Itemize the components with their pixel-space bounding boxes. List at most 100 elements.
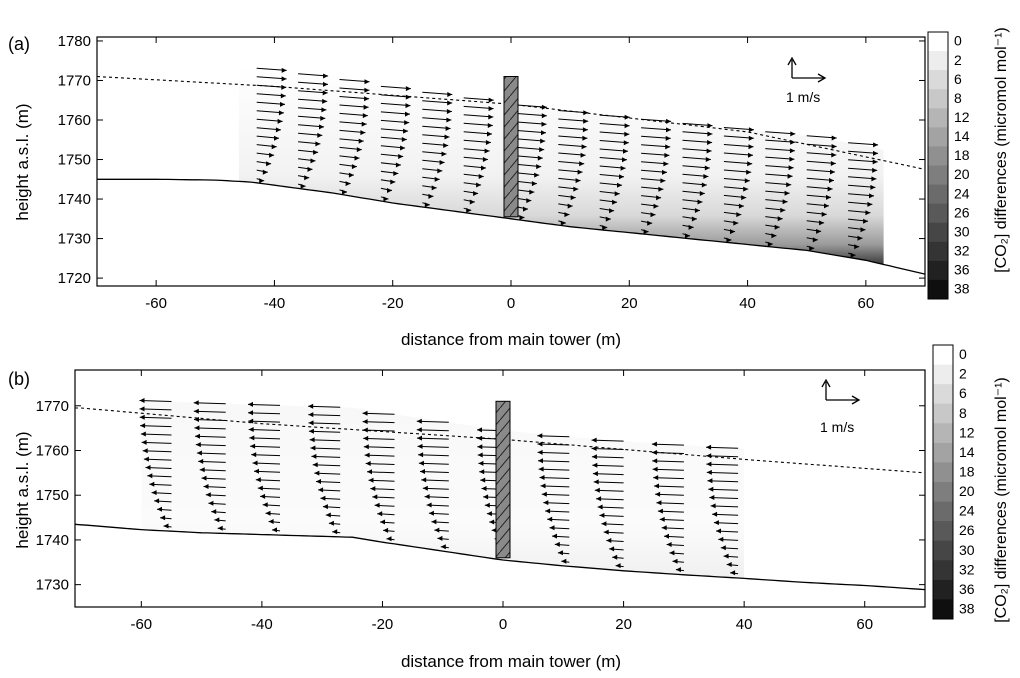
wind-arrow <box>715 528 739 534</box>
wind-arrow <box>339 79 370 85</box>
wind-arrow <box>806 143 837 149</box>
wind-arrow <box>591 454 624 460</box>
wind-arrow <box>463 114 494 120</box>
colorbar-swatch <box>933 540 953 561</box>
colorbar-swatch <box>928 51 948 71</box>
wind-arrow <box>516 113 547 119</box>
wind-arrow <box>194 433 226 439</box>
wind-arrow <box>309 437 341 443</box>
wind-arrow <box>147 473 172 479</box>
wind-arrow <box>339 129 366 136</box>
x-tick-label: 60 <box>858 295 875 312</box>
y-tick-label: 1770 <box>36 398 69 415</box>
wind-profile <box>558 110 589 226</box>
ground-profile <box>74 523 926 591</box>
wind-arrow <box>463 190 479 196</box>
colorbar-label: 36 <box>959 581 975 597</box>
wind-arrow <box>422 176 440 182</box>
wind-arrow <box>463 165 487 171</box>
wind-arrow <box>380 153 404 159</box>
colorbar-label: 20 <box>959 483 975 499</box>
wind-arrow <box>540 483 570 489</box>
wind-arrow <box>537 449 570 455</box>
wind-arrow <box>682 199 703 205</box>
colorbar-label: 24 <box>959 503 975 519</box>
wind-arrow <box>615 563 624 569</box>
colorbar-label: 38 <box>954 281 970 297</box>
wind-arrow <box>682 122 713 129</box>
wind-arrow <box>723 237 732 243</box>
wind-arrow <box>641 203 659 209</box>
wind-arrow <box>516 197 532 204</box>
wind-arrow <box>718 536 739 542</box>
wind-arrow <box>363 435 395 441</box>
wind-arrow <box>593 479 624 485</box>
wind-arrow <box>380 85 411 92</box>
wind-arrow <box>655 491 684 497</box>
wind-arrow <box>194 425 226 431</box>
wind-arrow <box>365 461 395 466</box>
colorbar-swatch <box>933 423 953 444</box>
wind-arrow <box>848 210 871 216</box>
wind-arrow <box>268 519 281 524</box>
colorbar-label: 2 <box>954 52 962 68</box>
wind-arrow <box>297 183 306 189</box>
wind-arrow <box>377 511 395 517</box>
wind-arrow <box>806 186 833 192</box>
colorbar-swatch <box>928 127 948 147</box>
wind-arrow <box>201 475 226 481</box>
panel-a-y-axis-label: height a.s.l. (m) <box>13 103 32 220</box>
wind-arrow <box>599 182 623 188</box>
panel-a-x-axis-ticks: -60 -40 -20 0 20 40 60 <box>145 37 874 312</box>
wind-arrow <box>416 427 449 433</box>
wind-arrow <box>298 90 328 96</box>
wind-arrow <box>426 502 449 508</box>
wind-arrow <box>599 114 630 120</box>
wind-profile <box>416 418 449 550</box>
wind-arrow <box>516 138 546 144</box>
wind-arrow <box>806 177 835 183</box>
wind-arrow <box>547 516 570 522</box>
wind-arrow <box>383 527 395 533</box>
wind-arrow <box>256 67 287 73</box>
wind-arrow <box>250 443 281 449</box>
wind-arrow <box>599 148 629 154</box>
wind-arrow <box>362 419 395 425</box>
wind-arrow <box>256 144 277 150</box>
wind-arrow <box>422 485 449 491</box>
wind-arrow <box>594 487 624 493</box>
wind-arrow <box>554 541 570 547</box>
colorbar-swatch <box>933 482 953 503</box>
colorbar-swatch <box>933 403 953 424</box>
wind-arrow <box>652 466 684 472</box>
wind-arrow <box>599 140 629 146</box>
wind-arrow <box>806 160 836 166</box>
x-tick-label: 0 <box>507 295 515 312</box>
wind-arrow <box>516 104 547 110</box>
wind-arrow <box>516 121 547 127</box>
wind-arrow <box>362 410 395 416</box>
concentration-area <box>238 66 884 265</box>
wind-arrow <box>765 182 792 188</box>
wind-arrow <box>308 403 341 409</box>
wind-arrow <box>193 400 226 406</box>
x-tick-label: -60 <box>130 616 152 633</box>
wind-arrow <box>596 496 624 502</box>
wind-arrow <box>713 520 739 526</box>
wind-arrow <box>558 118 589 124</box>
wind-arrow <box>256 161 272 167</box>
wind-profile <box>682 122 713 239</box>
wind-arrow <box>339 146 362 153</box>
colorbar-label: 30 <box>959 542 975 558</box>
wind-arrow <box>682 156 711 162</box>
wind-arrow <box>709 495 739 500</box>
wind-arrow <box>419 469 449 474</box>
wind-arrow <box>362 427 395 433</box>
wind-arrow <box>320 495 341 501</box>
wind-arrow <box>765 224 780 230</box>
x-tick-label: 40 <box>736 616 753 633</box>
wind-arrow <box>196 450 226 456</box>
wind-arrow <box>380 179 396 185</box>
panel-b-x-axis-label: distance from main tower (m) <box>401 652 621 671</box>
